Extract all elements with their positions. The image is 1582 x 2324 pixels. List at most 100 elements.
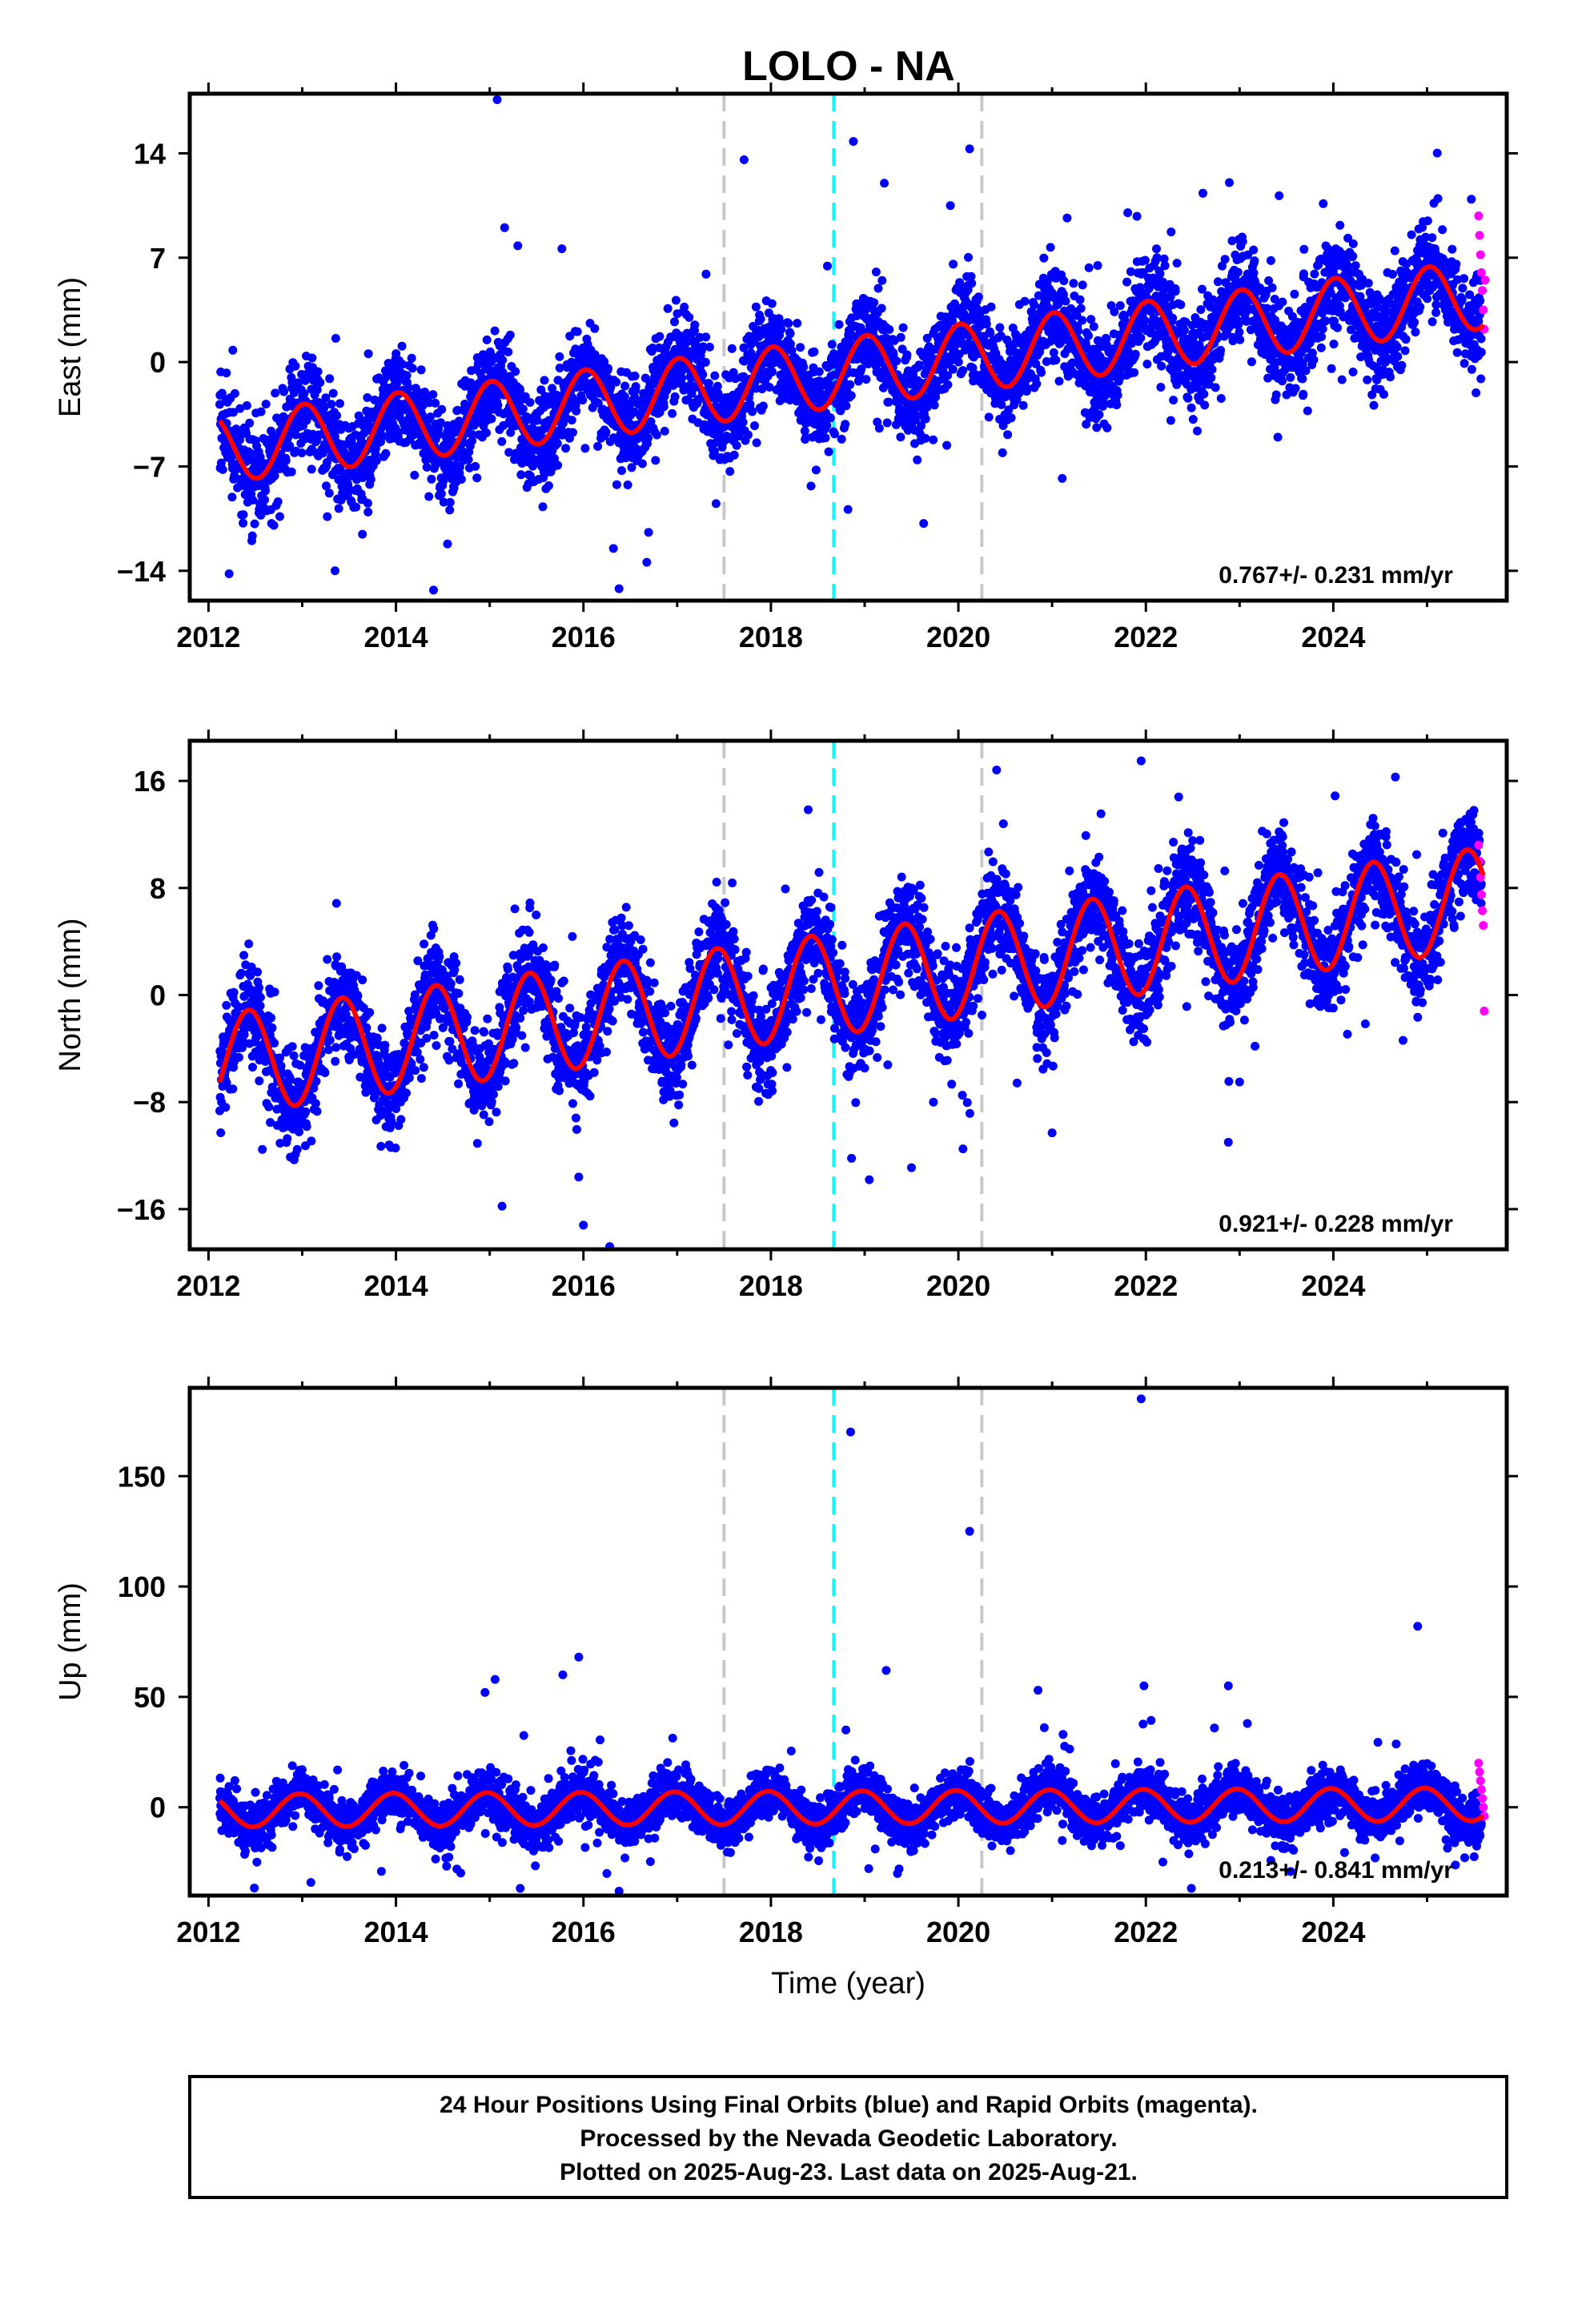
- data-point: [986, 302, 996, 312]
- data-point: [1348, 368, 1358, 376]
- data-point: [811, 465, 821, 475]
- data-point: [363, 507, 373, 517]
- data-point: [358, 529, 367, 539]
- data-point: [698, 342, 708, 352]
- data-point: [809, 347, 819, 356]
- data-point: [1447, 244, 1457, 254]
- data-point: [1089, 322, 1098, 332]
- rapid-point: [1478, 286, 1488, 296]
- data-point: [966, 271, 976, 281]
- rapid-point: [1474, 211, 1484, 221]
- data-point: [857, 364, 866, 374]
- x-tick-label: 2014: [364, 621, 428, 653]
- data-point: [525, 398, 535, 407]
- data-point: [1140, 255, 1150, 265]
- data-point: [785, 329, 795, 339]
- x-tick-label: 2016: [552, 621, 616, 653]
- data-point: [1397, 360, 1407, 370]
- data-point: [1452, 348, 1462, 357]
- data-point: [604, 364, 612, 373]
- data-point: [705, 342, 714, 352]
- data-point: [955, 278, 965, 287]
- data-point: [919, 519, 929, 529]
- data-point: [898, 323, 908, 332]
- data-point: [235, 404, 245, 413]
- data-point: [758, 401, 768, 411]
- data-point: [578, 396, 588, 405]
- data-point: [630, 372, 640, 380]
- data-point: [422, 462, 432, 472]
- data-point: [1152, 253, 1162, 263]
- data-point: [1018, 400, 1028, 410]
- data-point: [1032, 379, 1042, 388]
- data-point: [445, 505, 455, 515]
- data-point: [1238, 237, 1247, 247]
- data-point: [1467, 195, 1476, 204]
- data-point: [1113, 391, 1122, 400]
- data-point: [1476, 334, 1486, 344]
- data-point: [1392, 342, 1402, 352]
- data-point: [930, 400, 939, 410]
- data-point: [1273, 432, 1283, 442]
- data-point: [624, 418, 634, 428]
- data-point: [466, 378, 476, 388]
- data-point: [371, 456, 381, 465]
- data-point: [677, 366, 687, 376]
- data-point: [1193, 426, 1202, 436]
- data-point: [1329, 340, 1339, 349]
- data-point: [571, 397, 580, 406]
- data-point: [472, 473, 482, 483]
- outlier-point: [330, 566, 339, 576]
- data-point: [217, 388, 227, 398]
- data-point: [631, 382, 640, 392]
- data-point: [498, 356, 508, 365]
- data-point: [921, 433, 930, 443]
- data-point: [1438, 225, 1447, 235]
- data-point: [536, 385, 546, 395]
- data-point: [948, 364, 958, 374]
- data-point: [271, 388, 280, 398]
- data-point: [652, 430, 661, 440]
- data-point: [710, 447, 719, 456]
- data-point: [943, 371, 953, 380]
- data-point: [279, 387, 289, 396]
- data-point: [671, 296, 681, 305]
- outlier-point: [513, 241, 523, 251]
- data-point: [1166, 227, 1176, 237]
- data-point: [801, 432, 811, 442]
- data-point: [260, 495, 270, 505]
- data-point: [1123, 347, 1133, 356]
- data-point: [957, 339, 966, 348]
- data-point: [1157, 361, 1166, 371]
- data-point: [698, 370, 708, 380]
- data-point: [1112, 400, 1122, 410]
- data-point: [642, 557, 652, 567]
- data-point: [948, 316, 958, 325]
- data-point: [253, 967, 263, 977]
- data-point: [612, 377, 621, 387]
- data-point: [627, 463, 636, 472]
- data-point: [1458, 283, 1468, 293]
- data-point: [1390, 246, 1399, 255]
- data-point: [929, 435, 938, 444]
- data-point: [954, 357, 963, 367]
- y-tick-label: 14: [134, 137, 166, 170]
- x-tick-label: 2020: [926, 621, 990, 653]
- outlier-point: [608, 544, 618, 553]
- data-point: [885, 325, 894, 334]
- data-point: [1061, 296, 1070, 306]
- rapid-point: [1475, 231, 1484, 240]
- data-point: [911, 415, 920, 424]
- data-point: [1476, 348, 1486, 357]
- data-point: [497, 436, 507, 446]
- data-point: [982, 320, 991, 329]
- data-point: [568, 428, 577, 437]
- data-point: [793, 319, 802, 328]
- data-point: [500, 223, 509, 232]
- data-point: [464, 455, 473, 464]
- data-point: [1188, 415, 1198, 424]
- data-point: [837, 434, 846, 444]
- data-point: [572, 327, 582, 336]
- data-point: [1135, 283, 1145, 292]
- data-point: [827, 340, 837, 349]
